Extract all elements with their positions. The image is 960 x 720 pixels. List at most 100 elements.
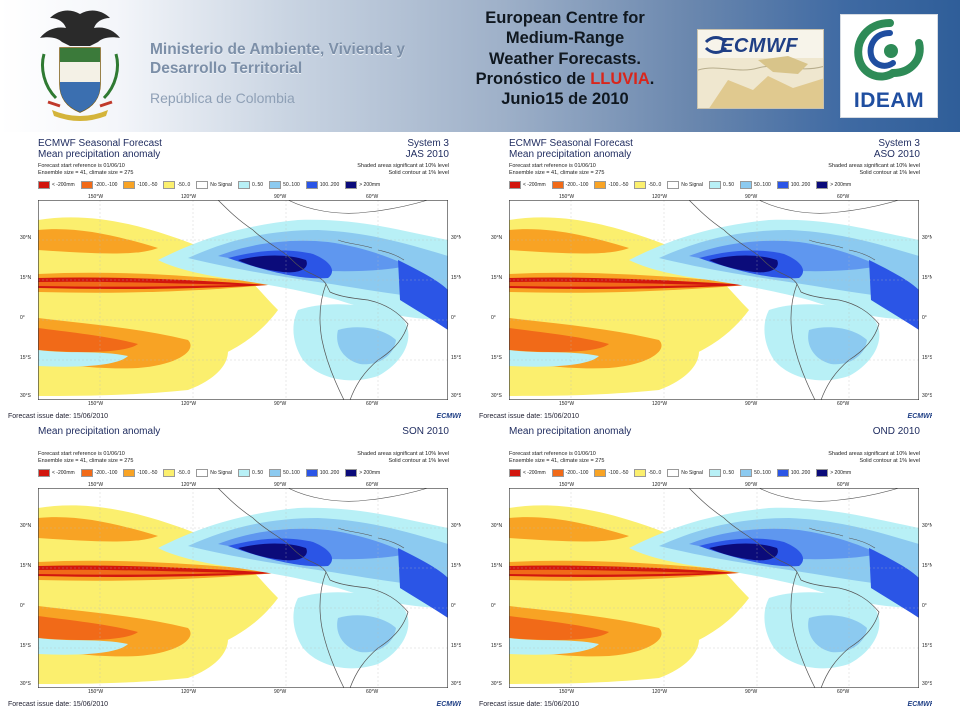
lon-tick-label: 120°W bbox=[181, 401, 197, 407]
legend-item: -100..-50 bbox=[123, 468, 157, 478]
anomaly-area-darkorange-core bbox=[38, 569, 238, 575]
panel-title: Mean precipitation anomaly bbox=[38, 426, 160, 437]
legend-swatch bbox=[509, 181, 521, 189]
legend-label: -100..-50 bbox=[608, 182, 629, 188]
legend-item: 0..50 bbox=[237, 180, 263, 190]
anomaly-area-blue-atlantic bbox=[398, 260, 448, 330]
lat-tick-label: 15°S bbox=[491, 643, 502, 649]
legend-item: No Signal bbox=[196, 180, 232, 190]
lat-tick-label: 0° bbox=[922, 603, 927, 609]
legend-label: -200..-100 bbox=[565, 470, 589, 476]
lat-tick-label: 30°N bbox=[491, 523, 503, 529]
legend-swatch bbox=[708, 181, 721, 189]
legend-label: 50..100 bbox=[283, 182, 300, 188]
anomaly-area-lightblue-south bbox=[337, 615, 396, 653]
legend-label: -50..0 bbox=[177, 182, 191, 188]
anomaly-area-lightblue-south bbox=[808, 615, 867, 653]
legend-swatch bbox=[345, 469, 358, 477]
legend-swatch bbox=[594, 181, 607, 189]
panel-significance-note: Shaded areas significant at 10% level So… bbox=[357, 451, 449, 464]
panel-start-reference: Forecast start reference is 01/06/10 bbox=[509, 451, 596, 457]
lat-tick-label: 15°N bbox=[20, 563, 32, 569]
anomaly-area-darkorange-core bbox=[509, 281, 709, 287]
lon-tick-label: 120°W bbox=[652, 689, 668, 695]
continent-outline-pacific-coast bbox=[790, 283, 816, 400]
lat-tick-label: 15°N bbox=[451, 275, 461, 281]
legend-item: < -200mm bbox=[509, 180, 546, 190]
lon-tick-label: 60°W bbox=[837, 194, 850, 200]
panel-season-label: OND 2010 bbox=[872, 426, 920, 437]
headline-line-2: Medium-Range bbox=[505, 29, 625, 48]
anomaly-area-darkblue-caribbean bbox=[238, 255, 307, 273]
panel-system: OND 2010 bbox=[873, 426, 920, 437]
anomaly-area-blue-atlantic bbox=[398, 548, 448, 618]
ministry-line-2: Desarrollo Territorial bbox=[150, 60, 303, 77]
legend-swatch bbox=[551, 469, 564, 477]
lat-tick-label: 30°N bbox=[922, 523, 932, 529]
lat-tick-label: 0° bbox=[491, 315, 496, 321]
ideam-swirl-icon bbox=[854, 19, 924, 81]
lon-tick-label: 90°W bbox=[745, 401, 758, 407]
lat-tick-label: 30°S bbox=[20, 393, 31, 399]
headline-highlight: LLUVIA bbox=[590, 69, 650, 88]
panel-note-contour: Solid contour at 1% level bbox=[388, 457, 449, 464]
legend-label: 0..50 bbox=[251, 470, 264, 476]
map-frame bbox=[38, 200, 448, 400]
legend-swatch bbox=[163, 181, 176, 189]
anomaly-area-darkorange-core bbox=[38, 281, 238, 287]
legend-label: 50..100 bbox=[754, 182, 771, 188]
lat-tick-label: 0° bbox=[20, 603, 25, 609]
panel-title: ECMWF Seasonal Forecast Mean precipitati… bbox=[509, 138, 633, 160]
map-frame bbox=[38, 488, 448, 688]
legend-label: 0..50 bbox=[722, 182, 735, 188]
legend-label: -200..-100 bbox=[94, 182, 118, 188]
panel-ensemble-size: Ensemble size = 41, climate size = 275 bbox=[509, 457, 605, 464]
legend-label: 100..200 bbox=[790, 182, 811, 188]
lon-tick-label: 60°W bbox=[837, 689, 850, 695]
lon-tick-label: 90°W bbox=[745, 482, 758, 488]
lon-tick-label: 150°W bbox=[559, 194, 575, 200]
panel-forecast-info: Forecast start reference is 01/06/10 Ens… bbox=[38, 163, 133, 176]
headline-date: Junio15 de 2010 bbox=[501, 90, 629, 109]
panel-issue-date: Forecast issue date: 15/06/2010 bbox=[8, 701, 109, 708]
legend-swatch bbox=[667, 469, 680, 477]
panel-title-line-2: Mean precipitation anomaly bbox=[38, 149, 161, 160]
lat-tick-label: 15°S bbox=[451, 355, 461, 361]
headline-line-3: Weather Forecasts. bbox=[489, 49, 641, 68]
legend-item: -50..0 bbox=[634, 180, 661, 190]
continent-outline-americas bbox=[217, 488, 409, 688]
legend-item: 100..200 bbox=[776, 180, 811, 190]
legend-item: 50..100 bbox=[740, 180, 771, 190]
continent-outline-caribbean-islands bbox=[337, 527, 405, 549]
legend-item: -100..-50 bbox=[594, 180, 628, 190]
panel-significance-note: Shaded areas significant at 10% level So… bbox=[357, 163, 449, 176]
lon-tick-label: 90°W bbox=[745, 194, 758, 200]
panel-forecast-info: Forecast start reference is 01/06/10 Ens… bbox=[509, 451, 604, 464]
continent-outline-caribbean-islands bbox=[808, 239, 876, 261]
legend-swatch bbox=[305, 469, 318, 477]
panel-issue-date: Forecast issue date: 15/06/2010 bbox=[479, 701, 580, 708]
lat-tick-label: 0° bbox=[20, 315, 25, 321]
legend-item: 50..100 bbox=[269, 468, 300, 478]
anomaly-area-darkorange-south bbox=[509, 616, 609, 640]
panel-title: Mean precipitation anomaly bbox=[509, 426, 631, 437]
legend-item: -50..0 bbox=[163, 180, 190, 190]
legend-label: 100..200 bbox=[319, 182, 340, 188]
panel-issue-date: Forecast issue date: 15/06/2010 bbox=[479, 413, 580, 420]
legend-swatch bbox=[196, 469, 209, 477]
panel-issue-date: Forecast issue date: 15/06/2010 bbox=[8, 413, 109, 420]
forecast-panel-son: Mean precipitation anomaly SON 2010 Fore… bbox=[6, 422, 461, 710]
legend-swatch bbox=[163, 469, 176, 477]
panel-ensemble-size: Ensemble size = 41, climate size = 275 bbox=[38, 457, 134, 464]
anomaly-area-orange-north bbox=[509, 229, 629, 254]
legend-swatch bbox=[237, 181, 250, 189]
lon-tick-label: 150°W bbox=[559, 482, 575, 488]
panel-title-line-2: Mean precipitation anomaly bbox=[509, 149, 632, 160]
coat-of-arms-icon bbox=[40, 10, 120, 121]
panel-system: SON 2010 bbox=[402, 426, 449, 437]
lat-tick-label: 15°S bbox=[451, 643, 461, 649]
legend-swatch bbox=[708, 469, 721, 477]
legend-item: < -200mm bbox=[509, 468, 546, 478]
legend-label: > 200mm bbox=[359, 182, 381, 188]
panel-significance-note: Shaded areas significant at 10% level So… bbox=[828, 451, 920, 464]
